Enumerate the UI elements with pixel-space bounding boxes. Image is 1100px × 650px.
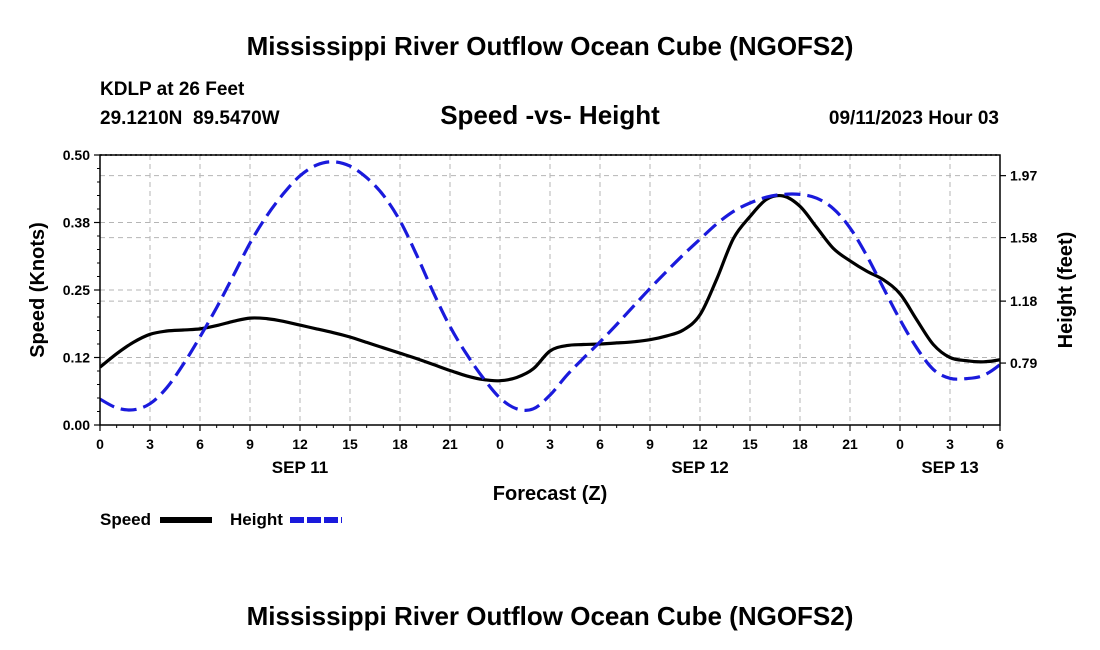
- tick-labels: 0 3 6 9 12 15 18 21 0 3 6 9 12 15 18 21 0 3 6 0.00 0.12 0.25 0…: [63, 147, 1038, 477]
- x-tick-label: 21: [442, 436, 458, 452]
- y-axis-left-label: Speed (Knots): [27, 222, 49, 358]
- series-line-speed: [100, 193, 1000, 383]
- series-line-height: [100, 160, 1000, 412]
- footer-title: Mississippi River Outflow Ocean Cube (NG…: [247, 601, 854, 631]
- axis-ticks: [94, 154, 1006, 431]
- x-tick-label: 3: [546, 436, 554, 452]
- y-right-tick-label: 1.58: [1010, 230, 1037, 246]
- legend-speed-label: Speed: [100, 510, 151, 529]
- x-tick-label: 6: [996, 436, 1004, 452]
- series-layer: [100, 160, 1000, 412]
- date-label: SEP 13: [921, 458, 978, 477]
- y-right-tick-label: 1.97: [1010, 168, 1037, 184]
- y-axis-right-label: Height (feet): [1055, 232, 1077, 349]
- x-tick-label: 0: [896, 436, 904, 452]
- legend-height-label: Height: [230, 510, 283, 529]
- x-tick-label: 15: [742, 436, 758, 452]
- y-left-tick-label: 0.38: [63, 215, 90, 231]
- station-name: KDLP at 26 Feet: [100, 79, 245, 100]
- y-right-tick-label: 1.18: [1010, 293, 1037, 309]
- date-label: SEP 11: [272, 458, 328, 477]
- chart-title: Mississippi River Outflow Ocean Cube (NG…: [247, 31, 854, 61]
- x-tick-label: 18: [792, 436, 808, 452]
- x-tick-label: 9: [246, 436, 254, 452]
- grid-lines: [99, 154, 1001, 425]
- forecast-datetime: 09/11/2023 Hour 03: [829, 108, 999, 129]
- x-tick-label: 6: [596, 436, 604, 452]
- x-tick-label: 15: [342, 436, 358, 452]
- date-label: SEP 12: [671, 458, 728, 477]
- x-tick-label: 9: [646, 436, 654, 452]
- y-left-tick-label: 0.12: [63, 350, 90, 366]
- x-tick-label: 3: [146, 436, 154, 452]
- x-tick-label: 6: [196, 436, 204, 452]
- x-tick-label: 12: [292, 436, 308, 452]
- y-left-tick-label: 0.50: [63, 147, 90, 163]
- chart-subtitle: Speed -vs- Height: [440, 100, 660, 130]
- y-left-tick-label: 0.25: [63, 282, 90, 298]
- x-axis-label: Forecast (Z): [493, 483, 607, 505]
- y-left-tick-label: 0.00: [63, 417, 90, 433]
- legend: Speed Height: [100, 510, 342, 529]
- x-tick-label: 12: [692, 436, 708, 452]
- station-coordinates: 29.1210N 89.5470W: [100, 108, 280, 129]
- x-tick-label: 18: [392, 436, 408, 452]
- x-tick-label: 0: [496, 436, 504, 452]
- y-right-tick-label: 0.79: [1010, 355, 1037, 371]
- x-tick-label: 0: [96, 436, 104, 452]
- x-tick-label: 21: [842, 436, 858, 452]
- x-tick-label: 3: [946, 436, 954, 452]
